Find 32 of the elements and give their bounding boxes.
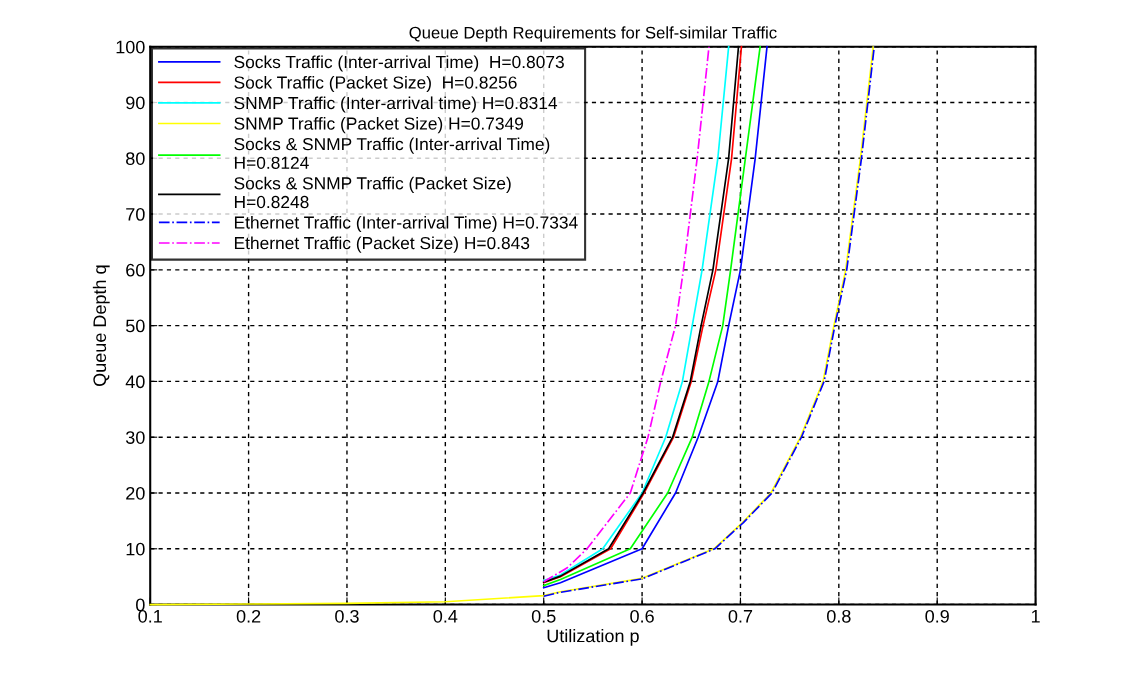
x-tick-label: 0.5 bbox=[531, 609, 556, 623]
y-tick-label: 10 bbox=[126, 542, 145, 556]
legend-label: SNMP Traffic (Packet Size) H=0.7349 bbox=[234, 116, 524, 134]
y-tick-label: 50 bbox=[126, 319, 145, 333]
y-tick-label: 0 bbox=[136, 598, 145, 612]
y-tick-label: 100 bbox=[116, 40, 145, 54]
y-tick-label: 40 bbox=[125, 375, 145, 389]
legend-label: Sock Traffic (Packet Size) H=0.8256 bbox=[234, 75, 517, 93]
x-tick-label: 0.3 bbox=[335, 609, 359, 623]
legend-label: Socks Traffic (Inter-arrival Time) H=0.8073 bbox=[234, 55, 564, 72]
y-tick-label: 80 bbox=[126, 152, 145, 165]
y-tick-label: 20 bbox=[126, 486, 145, 500]
x-tick-label: 0.6 bbox=[630, 609, 654, 623]
legend-label: SNMP Traffic (Inter-arrival time) H=0.8314 bbox=[234, 96, 558, 113]
legend-label: Socks & SNMP Traffic (Packet Size) H=0.8248 bbox=[234, 176, 511, 209]
y-tick-label: 90 bbox=[126, 96, 145, 110]
legend-label: Ethernet Traffic (Inter-arrival Time) H=0.7334 bbox=[234, 215, 578, 233]
x-tick-label: 0.2 bbox=[236, 609, 261, 623]
x-tick-label: 0.1 bbox=[138, 609, 162, 623]
x-tick-label: 0.7 bbox=[728, 609, 753, 623]
legend-label: Ethernet Traffic (Packet Size) H=0.843 bbox=[234, 236, 530, 253]
y-axis-title: Queue Depth q bbox=[92, 265, 110, 387]
y-tick-label: 30 bbox=[125, 431, 145, 444]
x-tick-label: 0.4 bbox=[433, 609, 458, 623]
x-axis-title: Utilization p bbox=[547, 629, 639, 646]
y-tick-label: 60 bbox=[126, 263, 145, 277]
legend-label: Socks & SNMP Traffic (Inter-arrival Time) H=0.8124 bbox=[234, 137, 550, 169]
y-tick-label: 70 bbox=[126, 208, 145, 221]
x-tick-label: 1 bbox=[1031, 610, 1040, 623]
x-tick-label: 0.8 bbox=[826, 609, 851, 623]
chart-title: Queue Depth Requirements for Self-similar Traffic bbox=[409, 26, 777, 42]
x-tick-label: 0.9 bbox=[925, 609, 949, 623]
